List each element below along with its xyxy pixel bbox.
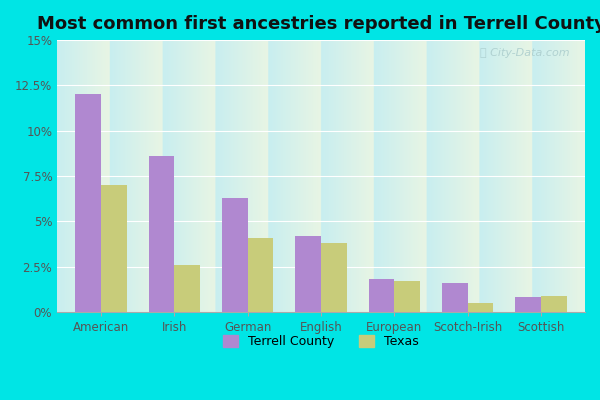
- Bar: [541, 296, 566, 312]
- Legend: Terrell County, Texas: Terrell County, Texas: [217, 329, 425, 354]
- Bar: [515, 297, 541, 312]
- Title: Most common first ancestries reported in Terrell County: Most common first ancestries reported in…: [37, 15, 600, 33]
- Bar: [175, 265, 200, 312]
- Bar: [76, 94, 101, 312]
- Bar: [369, 279, 394, 312]
- Bar: [101, 185, 127, 312]
- Text: ⓘ City-Data.com: ⓘ City-Data.com: [479, 48, 569, 58]
- Bar: [321, 243, 347, 312]
- Bar: [394, 281, 420, 312]
- Bar: [222, 198, 248, 312]
- Bar: [149, 156, 175, 312]
- Bar: [467, 303, 493, 312]
- Bar: [248, 238, 274, 312]
- Bar: [295, 236, 321, 312]
- Bar: [442, 283, 467, 312]
